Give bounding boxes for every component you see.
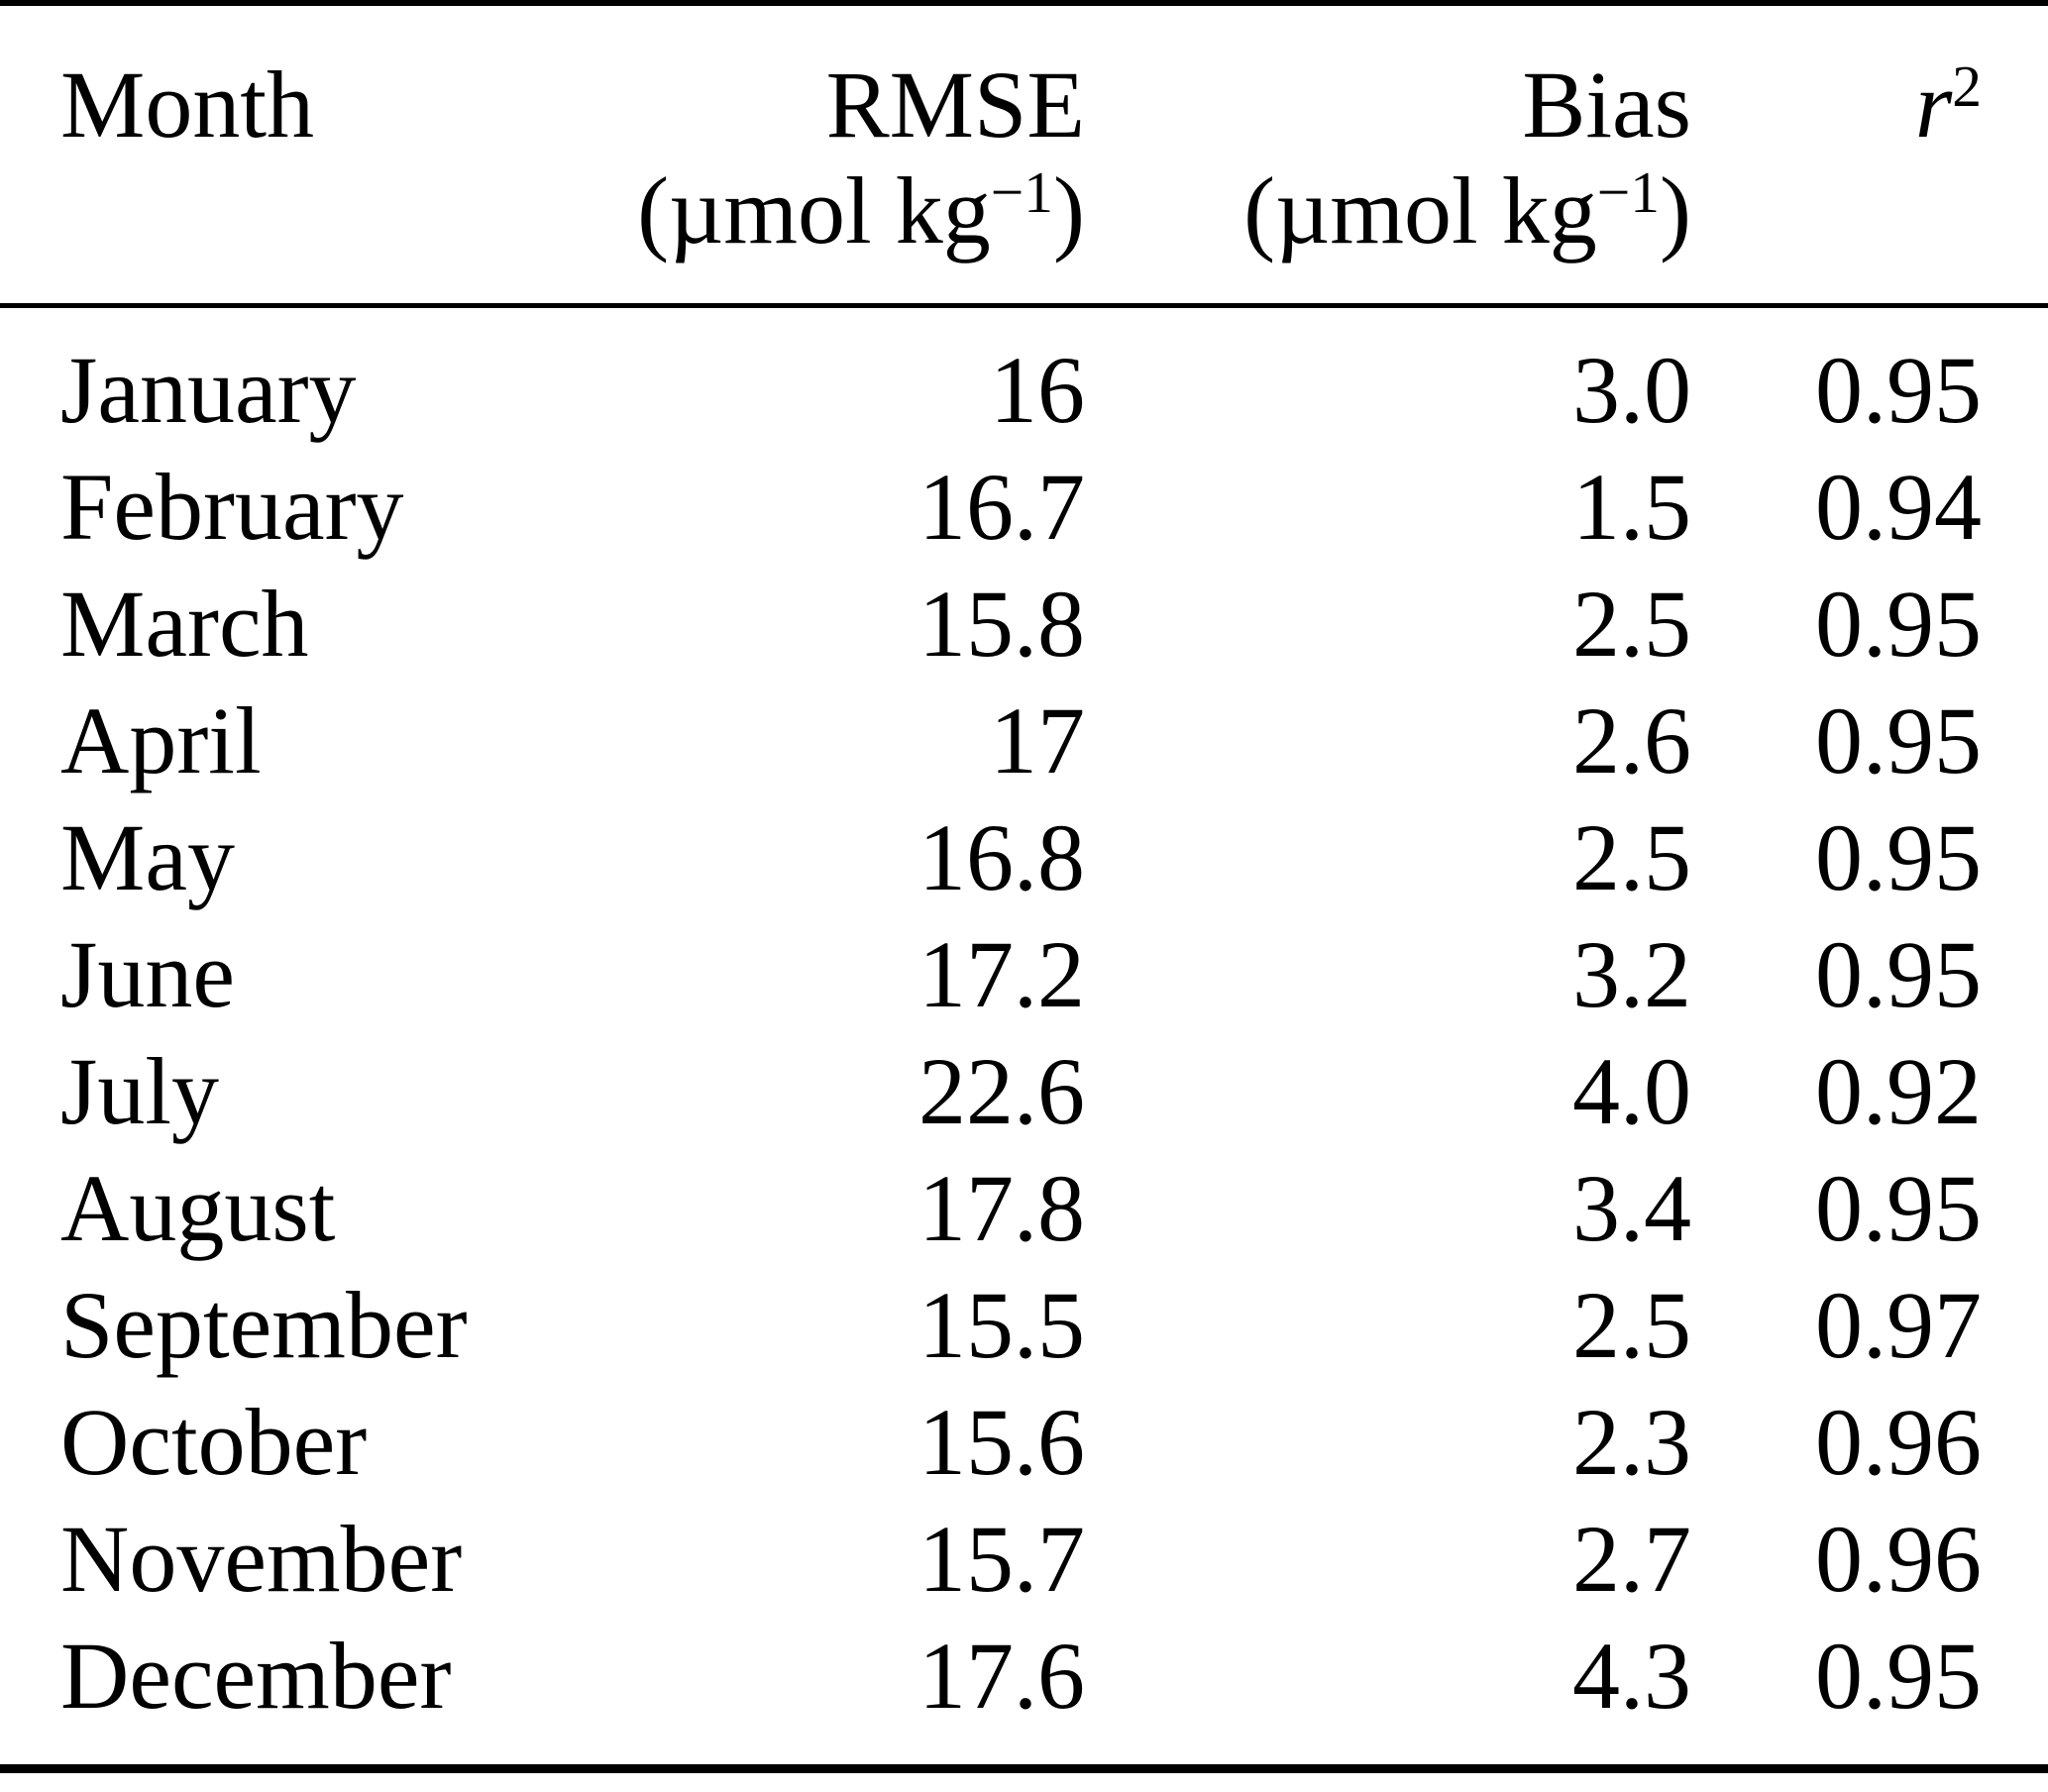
column-header-rmse: RMSE (µmol kg−1): [634, 3, 1085, 308]
bias-unit-suffix: ): [1660, 158, 1691, 264]
rmse-column-unit: (µmol kg−1): [634, 155, 1085, 267]
table-header: Month RMSE (µmol kg−1) Bias (µmol kg−1) …: [0, 3, 2048, 308]
bias-column-label: Bias: [1522, 52, 1691, 158]
cell-rmse: 17.6: [918, 1623, 1085, 1729]
cell-bias: 2.5: [1572, 571, 1691, 677]
cell-bias: 3.4: [1572, 1155, 1691, 1261]
cell-month: February: [60, 454, 404, 560]
cell-rmse: 22.6: [918, 1038, 1085, 1144]
cell-r2: 0.92: [1815, 1038, 1982, 1144]
column-header-bias: Bias (µmol kg−1): [1085, 3, 1691, 308]
cell-r2: 0.96: [1815, 1506, 1982, 1612]
table-row: September 15.5 2.5 0.97: [0, 1267, 2048, 1384]
cell-r2: 0.95: [1815, 571, 1982, 677]
table-row: March 15.8 2.5 0.95: [0, 566, 2048, 683]
cell-r2: 0.95: [1815, 1155, 1982, 1261]
cell-month: March: [60, 571, 309, 677]
cell-rmse: 15.7: [918, 1506, 1085, 1612]
cell-month: April: [60, 687, 262, 793]
cell-rmse: 17.2: [918, 921, 1085, 1027]
table-row: February 16.7 1.5 0.94: [0, 449, 2048, 566]
cell-month: November: [60, 1506, 463, 1612]
r-symbol: r: [1914, 52, 1953, 158]
column-header-r2: r2: [1691, 3, 2048, 308]
cell-r2: 0.95: [1815, 804, 1982, 910]
month-column-label: Month: [60, 52, 315, 158]
cell-month: September: [60, 1272, 468, 1378]
rmse-column-label: RMSE: [825, 52, 1085, 158]
cell-r2: 0.96: [1815, 1389, 1982, 1495]
table-body: January 16 3.0 0.95 February 16.7 1.5 0.…: [0, 306, 2048, 1769]
bias-column-unit: (µmol kg−1): [1085, 155, 1691, 267]
cell-bias: 4.0: [1572, 1038, 1691, 1144]
cell-r2: 0.95: [1815, 1623, 1982, 1729]
r-exponent: 2: [1952, 53, 1982, 120]
cell-rmse: 17.8: [918, 1155, 1085, 1261]
cell-month: January: [60, 337, 357, 443]
cell-rmse: 17: [990, 687, 1085, 793]
rmse-unit-suffix: ): [1053, 158, 1085, 264]
cell-r2: 0.97: [1815, 1272, 1982, 1378]
cell-month: October: [60, 1389, 368, 1495]
cell-month: May: [60, 804, 235, 910]
cell-rmse: 15.6: [918, 1389, 1085, 1495]
cell-bias: 2.7: [1572, 1506, 1691, 1612]
cell-rmse: 15.5: [918, 1272, 1085, 1378]
cell-r2: 0.95: [1815, 687, 1982, 793]
cell-bias: 4.3: [1572, 1623, 1691, 1729]
cell-r2: 0.95: [1815, 921, 1982, 1027]
cell-bias: 2.5: [1572, 804, 1691, 910]
table-row: April 17 2.6 0.95: [0, 683, 2048, 799]
r2-column-label: r2: [1691, 55, 1982, 155]
rmse-unit-prefix: (µmol kg: [637, 158, 991, 264]
cell-rmse: 16.8: [918, 804, 1085, 910]
column-header-month: Month: [0, 3, 634, 308]
table-row: January 16 3.0 0.95: [0, 306, 2048, 450]
cell-month: December: [60, 1623, 452, 1729]
table-row: August 17.8 3.4 0.95: [0, 1150, 2048, 1267]
table-row: July 22.6 4.0 0.92: [0, 1033, 2048, 1150]
cell-rmse: 16: [990, 337, 1085, 443]
cell-r2: 0.94: [1815, 454, 1982, 560]
cell-r2: 0.95: [1815, 337, 1982, 443]
bias-unit-prefix: (µmol kg: [1243, 158, 1597, 264]
header-row: Month RMSE (µmol kg−1) Bias (µmol kg−1) …: [0, 3, 2048, 308]
table-row: May 16.8 2.5 0.95: [0, 799, 2048, 916]
cell-bias: 2.5: [1572, 1272, 1691, 1378]
cell-bias: 1.5: [1572, 454, 1691, 560]
cell-bias: 3.0: [1572, 337, 1691, 443]
table-row: June 17.2 3.2 0.95: [0, 916, 2048, 1033]
cell-month: June: [60, 921, 235, 1027]
cell-bias: 2.3: [1572, 1389, 1691, 1495]
table-row: October 15.6 2.3 0.96: [0, 1384, 2048, 1501]
cell-bias: 3.2: [1572, 921, 1691, 1027]
cell-bias: 2.6: [1572, 687, 1691, 793]
cell-rmse: 15.8: [918, 571, 1085, 677]
table-row: December 17.6 4.3 0.95: [0, 1618, 2048, 1769]
bias-unit-superscript: −1: [1596, 159, 1661, 226]
cell-month: August: [60, 1155, 336, 1261]
cell-rmse: 16.7: [918, 454, 1085, 560]
table-row: November 15.7 2.7 0.96: [0, 1501, 2048, 1618]
rmse-unit-superscript: −1: [990, 159, 1054, 226]
cell-month: July: [60, 1038, 220, 1144]
